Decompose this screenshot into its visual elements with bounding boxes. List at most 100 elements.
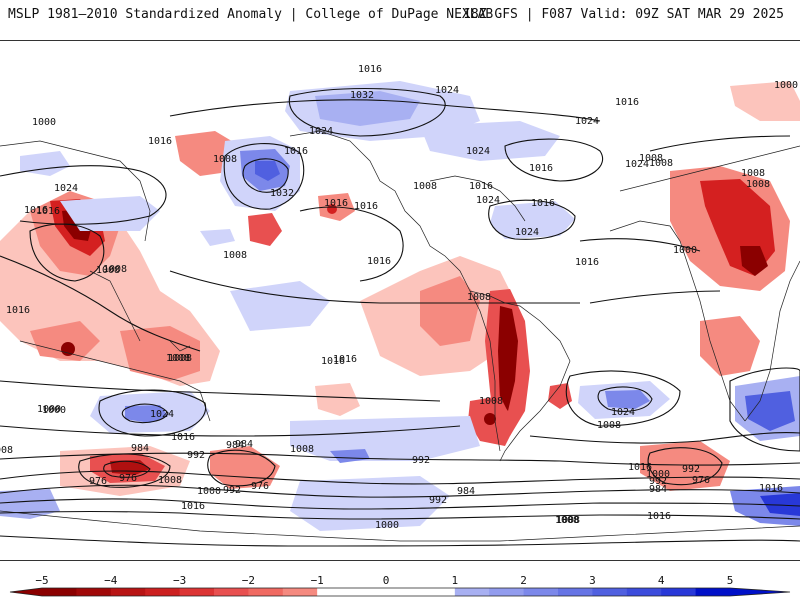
isobar-label: 1008 <box>223 250 247 261</box>
colorbar-tick-label: 2 <box>520 574 527 587</box>
isobar-label: 1016 <box>324 198 348 209</box>
isobar-label: 1008 <box>555 515 579 526</box>
isobar-label: 1016 <box>181 501 205 512</box>
isobar <box>223 143 305 210</box>
isobar-label: 1008 <box>556 515 580 526</box>
anomaly-fill <box>120 326 200 381</box>
isobar-label: 1008 <box>649 158 673 169</box>
colorbar-tick-label: −2 <box>242 574 255 587</box>
isobar-label: 1016 <box>6 305 30 316</box>
anomaly-fill <box>125 405 168 423</box>
header: MSLP 1981–2010 Standardized Anomaly | Co… <box>0 0 800 36</box>
colorbar-arrow-high <box>730 588 790 596</box>
colorbar-segment <box>282 588 318 596</box>
isobar <box>121 403 169 424</box>
colorbar-neutral-segment <box>317 588 455 596</box>
isobar-label: 1008 <box>103 264 127 275</box>
anomaly-fill <box>315 383 360 416</box>
anomaly-colorbar: −5 −4 −3 −2 −1 0 1 2 3 4 5 <box>0 570 800 600</box>
isobar <box>78 453 171 488</box>
isobar-label: 1008 <box>290 444 314 455</box>
coastline <box>744 260 800 422</box>
isobar-label: 1016 <box>148 136 172 147</box>
isobar-label: 1008 <box>467 292 491 303</box>
anomaly-fill <box>484 413 496 425</box>
isobars <box>0 87 800 547</box>
isobar-label: 1000 <box>197 486 221 497</box>
isobar-label: 1016 <box>367 256 391 267</box>
anomaly-fill <box>248 213 282 246</box>
isobar <box>649 135 791 152</box>
isobar-label: 1016 <box>24 205 48 216</box>
isobar-label: 1016 <box>354 201 378 212</box>
anomaly-fill <box>200 229 235 246</box>
colorbar-segment <box>145 588 181 596</box>
isobar <box>29 223 105 282</box>
isobar-label: 1008 <box>413 181 437 192</box>
anomaly-fill <box>61 342 75 356</box>
isobar-label: 1016 <box>469 181 493 192</box>
isobar-label: 1016 <box>529 163 553 174</box>
anomaly-map[interactable]: 1016102410321000101610081024101610321024… <box>0 41 800 560</box>
anomaly-fill <box>490 201 575 239</box>
isobar-label: 1008 <box>168 353 192 364</box>
isobar-label: 984 <box>235 439 253 450</box>
isobar-label: 1016 <box>575 257 599 268</box>
isobar-label: 1024 <box>309 126 333 137</box>
anomaly-fill <box>745 391 795 431</box>
isobar-label: 1024 <box>611 407 635 418</box>
anomaly-fill <box>0 489 60 519</box>
isobar-label: 1008 <box>746 179 770 190</box>
isobar-label: 1016 <box>759 483 783 494</box>
isobar-label: 1024 <box>625 159 649 170</box>
anomaly-fill <box>60 196 160 231</box>
colorbar-segment <box>626 588 662 596</box>
anomaly-fill <box>760 493 800 516</box>
isobar-label: 1032 <box>270 188 294 199</box>
colorbar-bar <box>9 587 791 597</box>
isobar-label: 1008 <box>158 475 182 486</box>
colorbar-tick-label: −4 <box>104 574 118 587</box>
isobar <box>288 87 446 137</box>
isobar <box>0 470 800 485</box>
isobar-label: 1008 <box>741 168 765 179</box>
isobar-label: 992 <box>223 485 241 496</box>
isobar-label: 992 <box>429 495 447 506</box>
isobar <box>488 199 576 240</box>
colorbar-tick-label: −5 <box>35 574 48 587</box>
isobar-label: 1000 <box>646 469 670 480</box>
colorbar-segment <box>523 588 559 596</box>
isobar-label: 1016 <box>36 206 60 217</box>
isobar-label: 1024 <box>515 227 539 238</box>
anomaly-fill <box>740 246 768 276</box>
isobar <box>529 432 800 444</box>
anomaly-fill <box>20 151 70 176</box>
colorbar-segment <box>76 588 112 596</box>
isobar-label: 976 <box>89 476 107 487</box>
isobar-label: 992 <box>412 455 430 466</box>
colorbar-tick-label: 1 <box>451 574 458 587</box>
colorbar-segment <box>42 588 77 596</box>
colorbar-segment <box>214 588 249 596</box>
coastlines <box>0 130 800 542</box>
positive-anomaly-fills <box>0 81 800 531</box>
isobar-label: 1000 <box>32 117 56 128</box>
coastline <box>499 302 571 462</box>
isobar <box>0 535 800 547</box>
isobar-label: 1024 <box>435 85 459 96</box>
isobar-label: 976 <box>692 475 710 486</box>
coastline <box>169 340 191 352</box>
colorbar-segment <box>558 588 593 596</box>
isobar <box>0 452 800 466</box>
isobar <box>579 238 701 252</box>
isobar <box>169 99 601 122</box>
anomaly-fill <box>640 441 730 491</box>
anomaly-fill <box>498 306 518 411</box>
isobar <box>0 510 800 520</box>
isobar-label: 1024 <box>575 116 599 127</box>
colorbar-arrow-low <box>10 588 42 596</box>
colorbar-segment <box>489 588 525 596</box>
map-panel[interactable]: 1016 1024 1032 1000 1016 1008 1024 1016 1032 1024… <box>0 40 800 561</box>
coastline <box>0 510 800 542</box>
anomaly-fill <box>30 321 100 361</box>
